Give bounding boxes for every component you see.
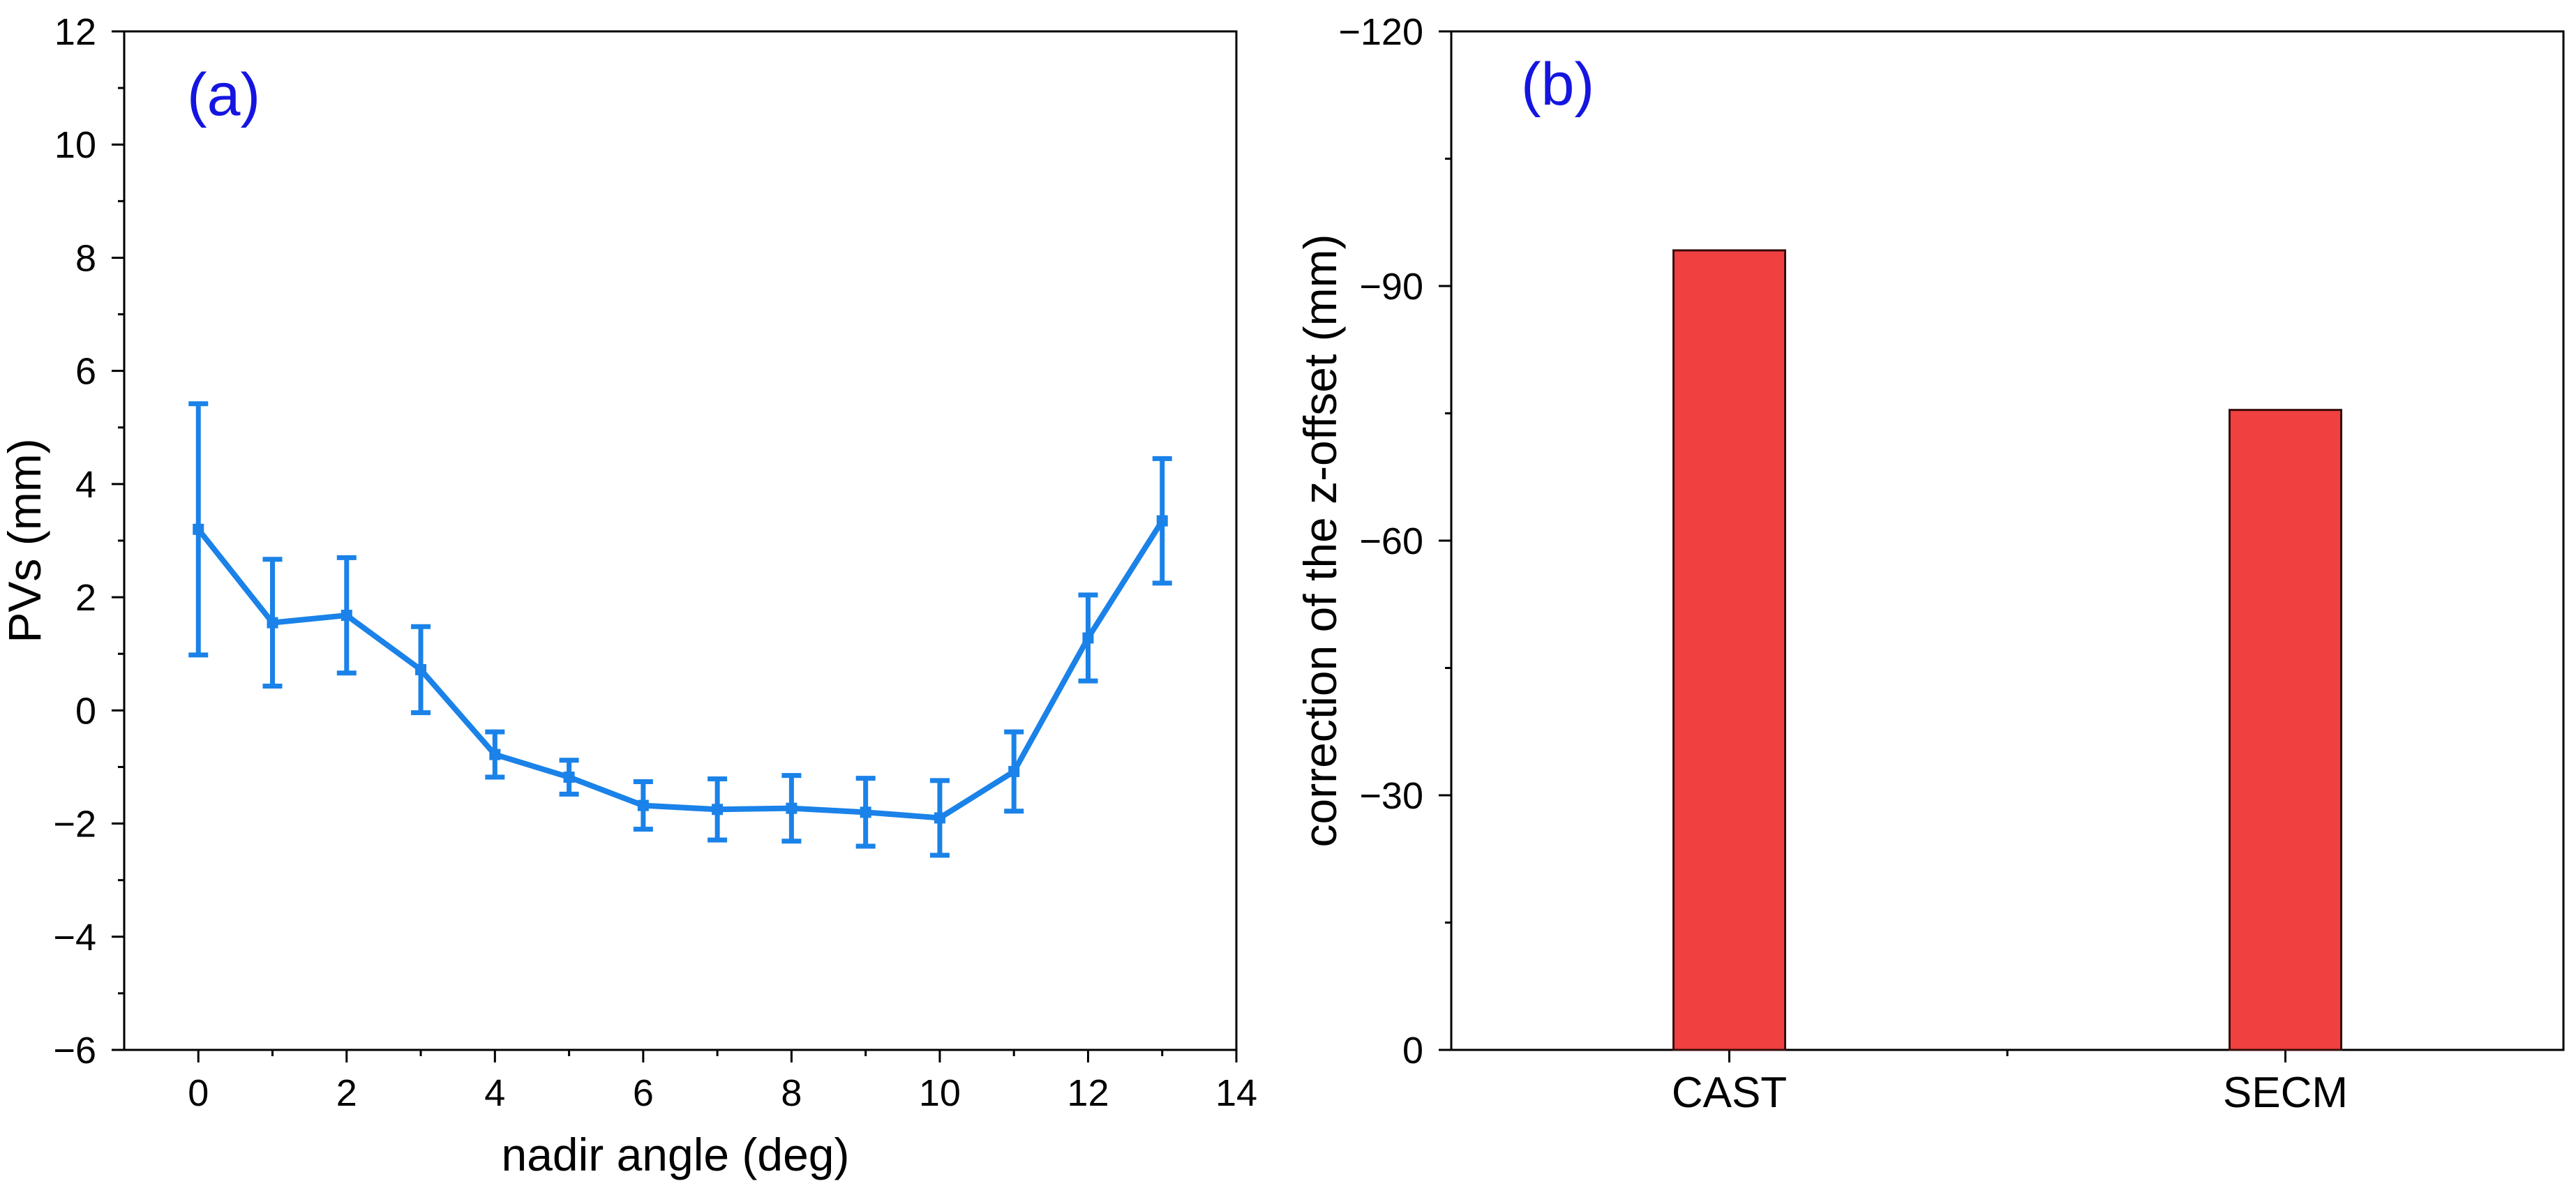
- series-line: [196, 519, 1165, 821]
- data-point: [786, 802, 797, 814]
- y-tick-label: 12: [54, 11, 96, 53]
- data-point: [563, 772, 575, 783]
- y-tick-label: −90: [1359, 266, 1423, 308]
- x-tick-label: 14: [1215, 1072, 1257, 1114]
- data-point: [415, 663, 427, 675]
- y-tick-label: −120: [1338, 11, 1423, 53]
- data-point: [340, 610, 352, 622]
- panel-a-label: (a): [187, 61, 260, 128]
- x-tick-label: 0: [188, 1072, 209, 1114]
- panel-a-x-axis-title: nadir angle (deg): [502, 1129, 850, 1180]
- data-point: [934, 812, 945, 824]
- panel-b-plot-frame: [1450, 30, 2565, 1051]
- panel-a-plot-frame: [123, 30, 1238, 1051]
- y-tick-label: −60: [1359, 520, 1423, 562]
- y-tick-label: 0: [1402, 1030, 1423, 1072]
- panel-b-bar-chart: 0 −30 −60 −90 −120 CAST SECM (b) correction of…: [1294, 11, 2565, 1117]
- y-tick-label: 2: [75, 577, 96, 619]
- y-tick-label: 10: [54, 124, 96, 166]
- x-tick-label: 12: [1067, 1072, 1109, 1114]
- data-point: [489, 749, 501, 760]
- data-point: [267, 617, 278, 629]
- data-point: [712, 804, 724, 816]
- panel-a-data-series: [188, 401, 1172, 858]
- y-tick-label: 0: [75, 690, 96, 732]
- panel-b-bars: [1672, 249, 2342, 1051]
- panel-b-axis-ticks: 0 −30 −60 −90 −120 CAST SECM: [1338, 11, 2348, 1117]
- data-point: [1082, 632, 1094, 644]
- data-point: [1008, 765, 1020, 777]
- y-tick-label: −2: [53, 804, 96, 845]
- y-tick-label: −4: [53, 917, 96, 959]
- x-tick-label: 6: [633, 1072, 654, 1114]
- panel-b-label: (b): [1521, 51, 1594, 118]
- data-point: [637, 799, 649, 811]
- y-tick-label: 6: [75, 351, 96, 393]
- x-tick-label: 2: [336, 1072, 357, 1114]
- data-point: [860, 806, 871, 818]
- y-tick-label: −6: [53, 1030, 96, 1072]
- panel-a-y-axis-title: PVs (mm): [0, 438, 50, 642]
- panel-a-line-chart: 0 2 4 6 8 10 12 14 −6 −4 −2 0 2 4 6 8 10 12 (a) nadir ang…: [0, 11, 1257, 1180]
- data-point: [1156, 515, 1168, 527]
- x-category-label: CAST: [1672, 1069, 1787, 1117]
- x-tick-label: 4: [484, 1072, 505, 1114]
- x-tick-label: 10: [919, 1072, 961, 1114]
- bar: [1672, 249, 1786, 1051]
- panel-b-y-axis-title: correction of the z-offset (mm): [1294, 234, 1346, 847]
- data-point: [193, 523, 204, 535]
- y-tick-label: 4: [75, 464, 96, 506]
- bar: [2229, 409, 2342, 1051]
- y-tick-label: 8: [75, 237, 96, 279]
- panel-a-axis-ticks: 0 2 4 6 8 10 12 14 −6 −4 −2 0 2 4 6 8 10 12: [53, 11, 1257, 1114]
- y-tick-label: −30: [1359, 775, 1423, 817]
- x-tick-label: 8: [781, 1072, 802, 1114]
- x-category-label: SECM: [2223, 1069, 2348, 1117]
